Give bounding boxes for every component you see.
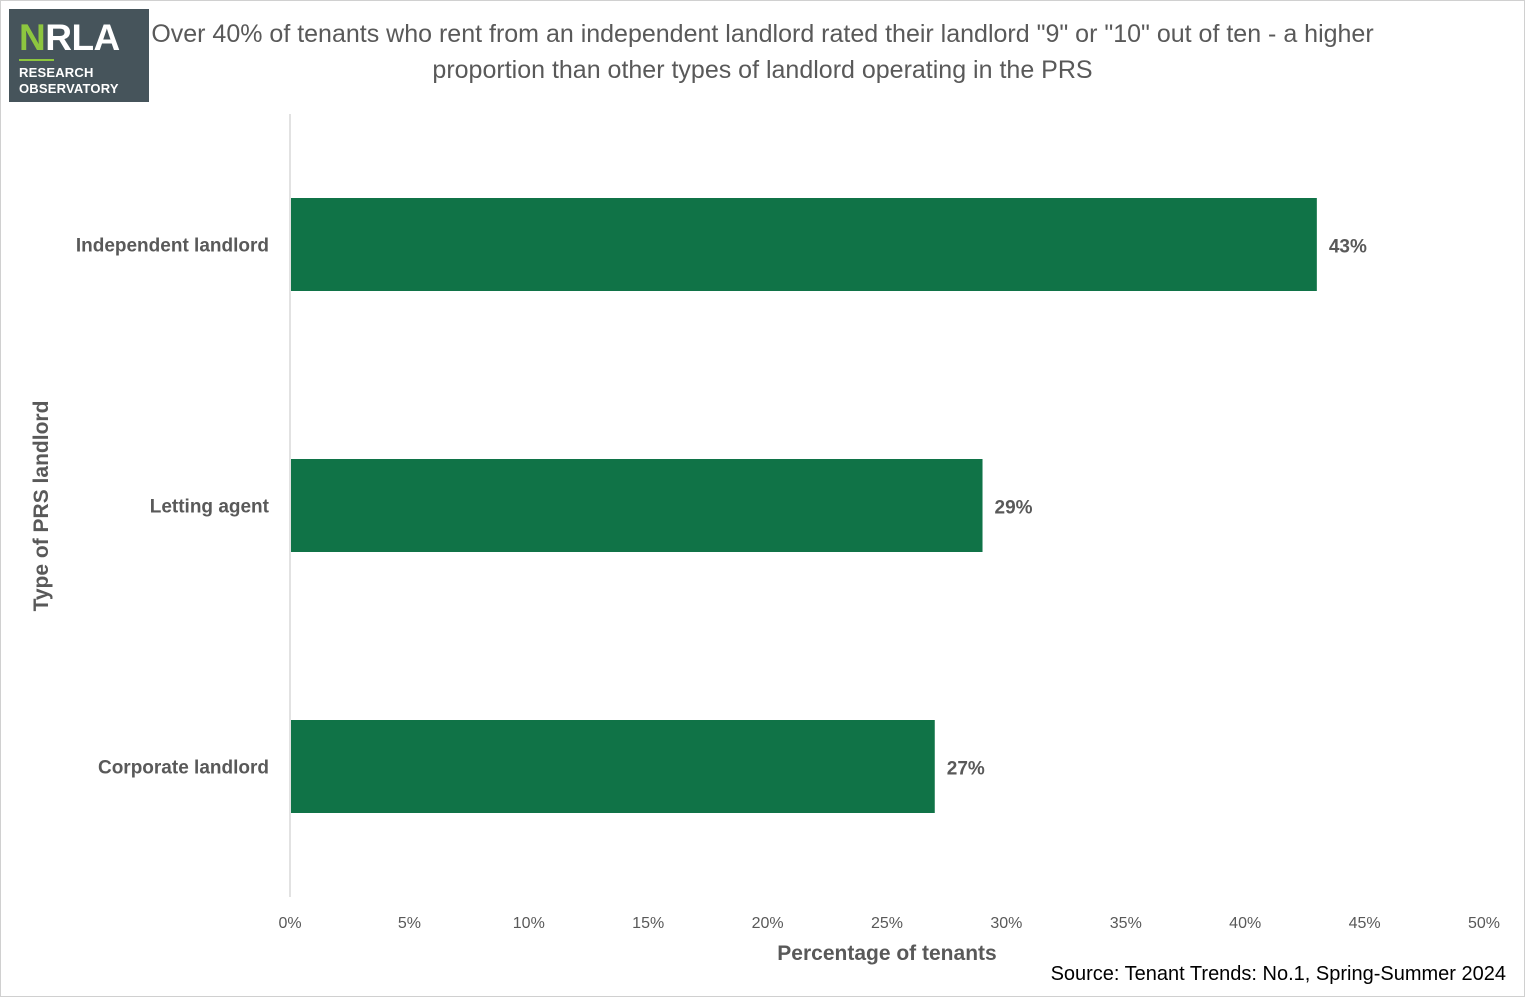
logo-wordmark-rest: RLA [45, 17, 120, 58]
logo-subtitle-line1: RESEARCH [19, 65, 94, 80]
nrla-logo: NRLA RESEARCH OBSERVATORY [9, 9, 149, 102]
logo-wordmark: NRLA [19, 19, 120, 56]
x-tick-label: 10% [513, 915, 545, 932]
bar [291, 459, 983, 552]
x-tick-label: 0% [278, 915, 301, 932]
category-label: Independent landlord [76, 236, 269, 257]
x-tick-label: 30% [990, 915, 1022, 932]
x-tick-label: 15% [632, 915, 664, 932]
category-label: Corporate landlord [98, 758, 269, 779]
data-label: 27% [947, 759, 985, 780]
x-tick-label: 40% [1229, 915, 1261, 932]
x-tick-label: 20% [752, 915, 784, 932]
bar [291, 198, 1317, 291]
logo-wordmark-n: N [19, 17, 46, 58]
y-axis-title: Type of PRS landlord [30, 400, 53, 612]
data-label: 29% [995, 498, 1033, 519]
x-axis-title: Percentage of tenants [777, 942, 997, 965]
source-note: Source: Tenant Trends: No.1, Spring-Summ… [1050, 963, 1506, 985]
bar [291, 720, 935, 813]
x-tick-label: 5% [398, 915, 421, 932]
logo-accent-rule [19, 59, 54, 61]
x-tick-label: 45% [1349, 915, 1381, 932]
chart-title: Over 40% of tenants who rent from an ind… [151, 20, 1374, 84]
x-tick-label: 25% [871, 915, 903, 932]
logo-subtitle-line2: OBSERVATORY [19, 81, 119, 96]
category-label: Letting agent [150, 497, 270, 518]
x-tick-label: 35% [1110, 915, 1142, 932]
data-label: 43% [1329, 237, 1367, 258]
x-tick-label: 50% [1468, 915, 1500, 932]
